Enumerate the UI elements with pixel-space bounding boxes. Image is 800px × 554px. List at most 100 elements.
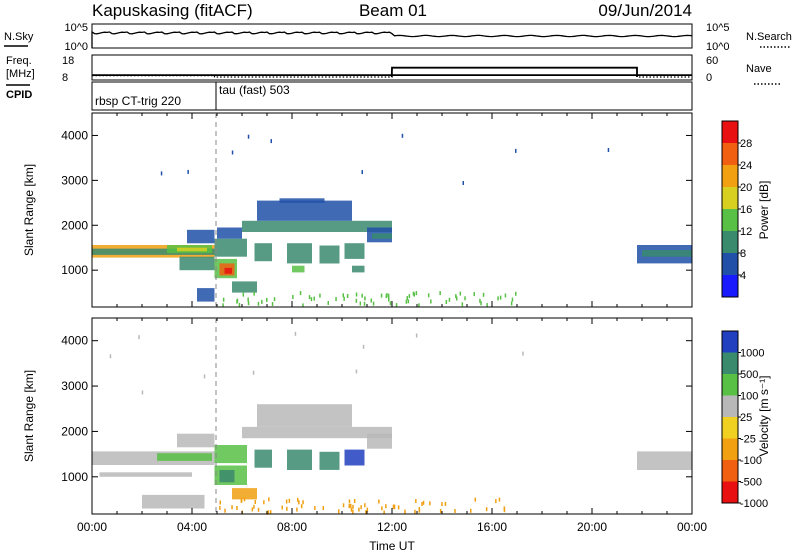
power-scatter-point-9 (413, 292, 415, 297)
nave-trace (92, 67, 692, 78)
velocity-colorbar-label-2: 100 (740, 391, 758, 403)
velocity-xtick-label-4: 16:00 (477, 520, 507, 534)
velocity-data-patch-8 (257, 404, 352, 427)
velocity-scatter-point-40 (383, 510, 385, 515)
nave-high-segment-2 (390, 66, 638, 78)
power-colorbar-label-6: 4 (740, 270, 746, 282)
power-scatter-point-19 (302, 303, 304, 308)
velocity-colorbar-label-5: -100 (740, 455, 762, 467)
power-scatter-point-37 (299, 291, 302, 295)
power-scatter-point-40 (389, 301, 392, 306)
velocity-ytick-label-3: 4000 (61, 334, 88, 348)
power-scatter-point-14 (346, 294, 349, 298)
power-sparse-point-9 (401, 133, 404, 138)
power-scatter-point-15 (253, 291, 255, 296)
velocity-scatter-point-58 (378, 499, 380, 504)
power-colorbar-label-0: 28 (740, 138, 752, 150)
power-sparse-point-1 (270, 139, 272, 144)
power-scatter-point-4 (427, 293, 430, 298)
power-scatter-point-25 (479, 298, 481, 303)
power-data-patch-10 (217, 227, 242, 239)
velocity-xtick-label-1: 04:00 (177, 520, 207, 534)
power-scatter-point-65 (236, 298, 239, 303)
cpid-segment-1: rbsp CT-trig 220 (95, 94, 181, 108)
power-scatter-point-10 (266, 297, 268, 302)
power-scatter-point-33 (406, 296, 408, 301)
velocity-scatter-point-61 (300, 504, 303, 509)
velocity-colorbar-seg-0 (722, 331, 738, 353)
power-data-patch-21 (372, 233, 392, 239)
power-scatter-point-67 (473, 292, 475, 297)
power-scatter-point-53 (464, 296, 466, 301)
velocity-scatter-point-51 (485, 507, 488, 512)
power-colorbar-seg-6 (722, 253, 738, 276)
velocity-scatter-point-39 (441, 502, 443, 507)
power-scatter-point-42 (445, 300, 448, 304)
power-data-patch-4 (179, 256, 215, 271)
sky-tick-low-left: 10^0 (64, 41, 88, 53)
power-scatter-point-62 (247, 301, 250, 306)
power-scatter-point-34 (273, 297, 276, 302)
velocity-sparse-point-4 (138, 335, 140, 340)
velocity-sparse-point-5 (141, 390, 144, 395)
velocity-scatter-point-16 (268, 497, 270, 502)
power-scatter-point-35 (222, 303, 224, 308)
velocity-scatter-point-5 (302, 500, 304, 505)
x-axis-label: Time UT (369, 539, 415, 553)
power-scatter-point-3 (395, 303, 398, 308)
velocity-scatter-point-41 (314, 506, 316, 510)
velocity-data-patch-11 (319, 451, 340, 470)
velocity-scatter-point-19 (263, 500, 265, 505)
sky-tick-high-right: 10^5 (706, 22, 730, 34)
nave-tick-low: 0 (706, 72, 712, 84)
power-panel: 1000 2000 3000 4000 Slant Range [km] 28 24 20… (22, 112, 771, 308)
power-scatter-point-41 (247, 297, 249, 302)
power-sparse-point-0 (462, 181, 464, 185)
power-scatter-point-1 (504, 293, 507, 298)
power-colorbar-seg-3 (722, 187, 738, 210)
velocity-scatter-point-33 (352, 504, 354, 509)
velocity-scatter-point-52 (224, 508, 226, 513)
velocity-data-patch-6 (214, 445, 247, 464)
velocity-xtick-label-0: 00:00 (77, 520, 107, 534)
velocity-scatter-point-10 (269, 510, 272, 515)
power-scatter-point-69 (412, 291, 415, 296)
power-scatter-point-43 (343, 296, 345, 301)
velocity-colorbar-seg-5 (722, 438, 738, 461)
power-scatter-point-5 (430, 299, 432, 304)
power-sparse-point-5 (607, 148, 610, 152)
velocity-colorbar-label-0: 1000 (740, 348, 764, 360)
power-scatter-point-7 (515, 291, 517, 296)
velocity-panel: 1000 2000 3000 4000 00:00 04:00 08:00 12:00 16:… (22, 317, 771, 553)
power-data-patch-22 (232, 281, 257, 293)
power-colorbar-seg-5 (722, 231, 738, 254)
power-scatter-point-64 (408, 294, 411, 299)
power-scatter-point-20 (510, 301, 513, 306)
power-scatter-point-8 (271, 302, 274, 306)
power-colorbar-label: Power [dB] (757, 181, 771, 240)
sky-tick-low-right: 10^0 (706, 41, 730, 53)
power-scatter-point-52 (388, 297, 390, 302)
velocity-colorbar-seg-4 (722, 417, 738, 439)
power-scatter-point-17 (480, 301, 482, 306)
power-scatter-point-18 (319, 293, 321, 298)
power-scatter-point-31 (511, 297, 514, 302)
velocity-scatter-point-59 (470, 508, 472, 513)
velocity-colorbar-seg-6 (722, 460, 738, 482)
power-data-patch-13 (279, 198, 325, 203)
velocity-scatter-point-6 (414, 509, 416, 514)
velocity-data-patch-3 (177, 433, 215, 448)
sky-noise-trace (91, 30, 693, 48)
power-data-patch-17 (319, 245, 340, 264)
freq-label-line2: [MHz] (6, 68, 35, 80)
power-scatter-point-24 (342, 293, 344, 298)
power-scatter-point-6 (439, 291, 441, 296)
velocity-scatter-point-44 (297, 497, 299, 502)
velocity-ylabel: Slant Range [km] (22, 370, 36, 462)
velocity-scatter-point-9 (385, 504, 387, 509)
power-ytick-label-1: 2000 (61, 218, 88, 232)
power-data-patch-11 (242, 220, 392, 232)
velocity-scatter-point-56 (267, 510, 270, 515)
nave-label: Nave (746, 63, 772, 75)
power-x-ticks (91, 113, 693, 307)
